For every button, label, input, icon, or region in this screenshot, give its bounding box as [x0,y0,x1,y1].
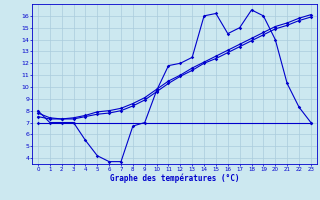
X-axis label: Graphe des températures (°C): Graphe des températures (°C) [110,174,239,183]
